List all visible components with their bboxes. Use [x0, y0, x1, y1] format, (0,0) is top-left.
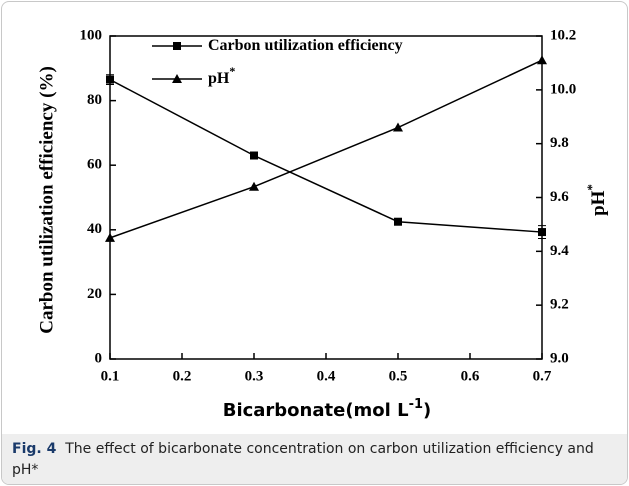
y2-tick-label: 9.4 — [550, 243, 569, 259]
legend-name: Carbon utilization efficiency — [208, 37, 403, 54]
legend-sup: * — [229, 64, 235, 78]
legend-label: pH* — [208, 64, 235, 87]
legend-label: Carbon utilization efficiency — [208, 37, 403, 54]
legend-marker — [173, 42, 181, 50]
chart: Carbon utilization efficiency (%) pH* Bi… — [36, 27, 609, 422]
y-tick-label: 80 — [87, 92, 102, 108]
x-tick-label: 0.5 — [389, 368, 408, 384]
y-tick-label: 60 — [87, 157, 102, 173]
marker-triangle — [105, 232, 115, 242]
plot-frame — [109, 35, 543, 360]
marker-triangle — [393, 122, 403, 132]
y-tick-label: 100 — [80, 27, 103, 43]
y-axis-label: Carbon utilization efficiency (%) — [36, 66, 57, 334]
legend-name: pH — [208, 70, 230, 87]
y2-tick-label: 9.0 — [550, 350, 569, 366]
y2-label-sup: * — [584, 184, 599, 191]
x-label-end: ) — [423, 400, 431, 421]
x-tick-label: 0.6 — [461, 368, 480, 384]
x-tick-label: 0.2 — [173, 368, 192, 384]
caption: Fig. 4 The effect of bicarbonate concent… — [2, 434, 627, 484]
x-axis-label: Bicarbonate(mol L-1) — [223, 397, 432, 422]
y2-tick-label: 10.0 — [550, 81, 576, 97]
x-label-sup: -1 — [409, 397, 423, 412]
y2-label-main: pH — [588, 190, 609, 216]
marker-square — [394, 217, 402, 226]
caption-text: The effect of bicarbonate concentration … — [12, 441, 594, 478]
marker-triangle — [249, 181, 259, 191]
x-tick-label: 0.4 — [317, 368, 336, 384]
y-tick-label: 20 — [87, 286, 102, 302]
x-tick-label: 0.1 — [101, 368, 120, 384]
marker-square — [538, 228, 546, 237]
x-label-main: Bicarbonate(mol L — [223, 400, 409, 421]
legend-marker — [172, 74, 182, 83]
marker-triangle — [537, 55, 547, 65]
y-tick-label: 0 — [95, 350, 103, 366]
y2-tick-label: 9.8 — [550, 135, 569, 151]
y2-tick-label: 9.6 — [550, 189, 569, 205]
y-tick-label: 40 — [87, 221, 102, 237]
series-line — [109, 78, 543, 233]
x-tick-label: 0.7 — [533, 368, 552, 384]
marker-square — [250, 151, 258, 160]
y2-axis-label: pH* — [584, 184, 609, 216]
x-tick-label: 0.3 — [245, 368, 264, 384]
marker-square — [106, 75, 114, 84]
y2-tick-label: 10.2 — [550, 27, 576, 43]
series-line — [109, 59, 543, 239]
y2-tick-label: 9.2 — [550, 297, 569, 313]
caption-label: Fig. 4 — [12, 441, 57, 457]
